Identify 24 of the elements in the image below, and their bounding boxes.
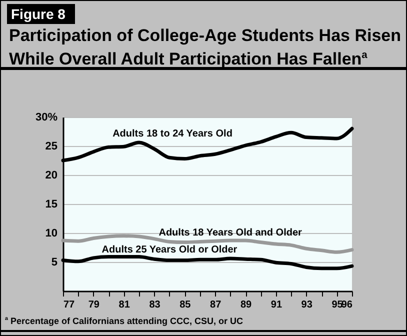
- x-tick-label: 79: [88, 300, 100, 310]
- y-tick-label: 10: [45, 228, 58, 240]
- series-label: Adults 18 Years Old and Older: [158, 228, 302, 239]
- line-series: [61, 234, 354, 254]
- x-tick-label: 87: [210, 300, 222, 310]
- x-tick-label: 89: [240, 300, 252, 310]
- x-tick-label: 96: [341, 300, 353, 310]
- y-tick-label: 20: [45, 170, 58, 182]
- y-tick-label: 15: [45, 198, 58, 210]
- x-tick-label: 93: [301, 300, 313, 310]
- x-tick-label: 81: [118, 300, 130, 310]
- chart-title: Participation of College-Age Students Has Risen While Overall Adult Participation Has Fallen$^{a}$: [9, 26, 402, 70]
- x-tick-label: 95: [332, 300, 344, 310]
- caption: Figure 8: [7, 4, 76, 24]
- series-label: Adults 25 Years Old or Older: [102, 244, 238, 256]
- x-tick-label: 83: [149, 300, 161, 310]
- x-tick-label: 77: [64, 300, 76, 310]
- series-label: Adults 18 to 24 Years Old: [112, 128, 232, 140]
- text: $^{a}$ Percentage of Californians attending CCC, CSU, or UC: [5, 316, 244, 326]
- y-tick-label: 5: [51, 256, 58, 268]
- x-tick-label: 91: [270, 300, 282, 310]
- x-tick-label: 85: [180, 300, 192, 310]
- y-tick-label: 25: [45, 140, 58, 152]
- y-tick-label: 30%: [35, 112, 58, 124]
